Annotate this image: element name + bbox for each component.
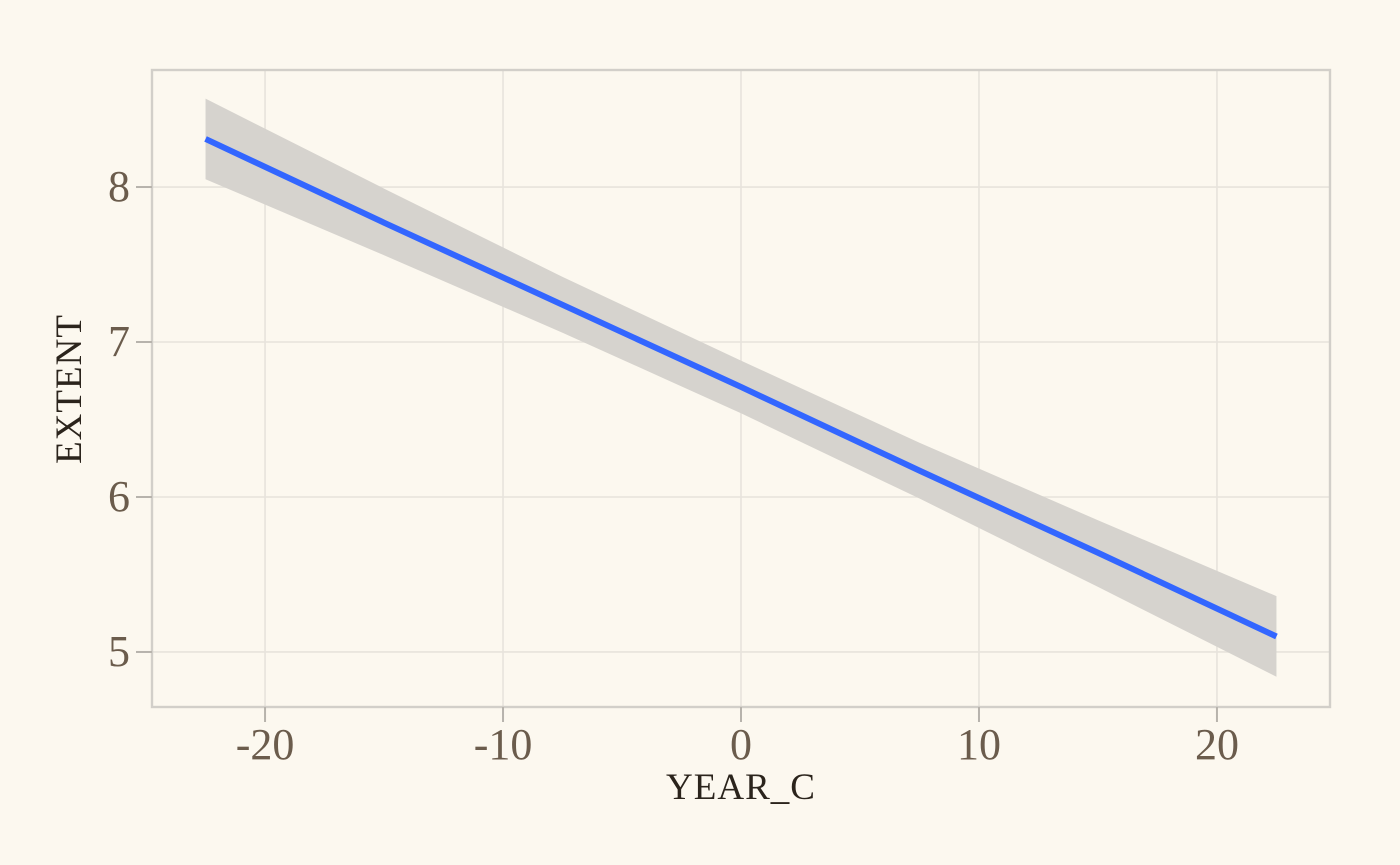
x-tick-label: -10 — [473, 720, 533, 769]
trend-line — [204, 136, 1278, 640]
y-tick-label: 5 — [108, 626, 130, 676]
y-tick-label: 7 — [108, 317, 130, 366]
y-tick-label: 6 — [108, 471, 130, 521]
x-axis-title: YEAR_C — [666, 767, 816, 808]
y-tick-label: 8 — [108, 162, 130, 212]
y-axis-title: EXTENT — [49, 314, 90, 464]
x-tick-label: 20 — [1194, 720, 1239, 769]
x-tick-label: -20 — [235, 720, 295, 769]
x-tick-label: 10 — [956, 720, 1001, 769]
x-tick-label: 0 — [730, 720, 752, 769]
